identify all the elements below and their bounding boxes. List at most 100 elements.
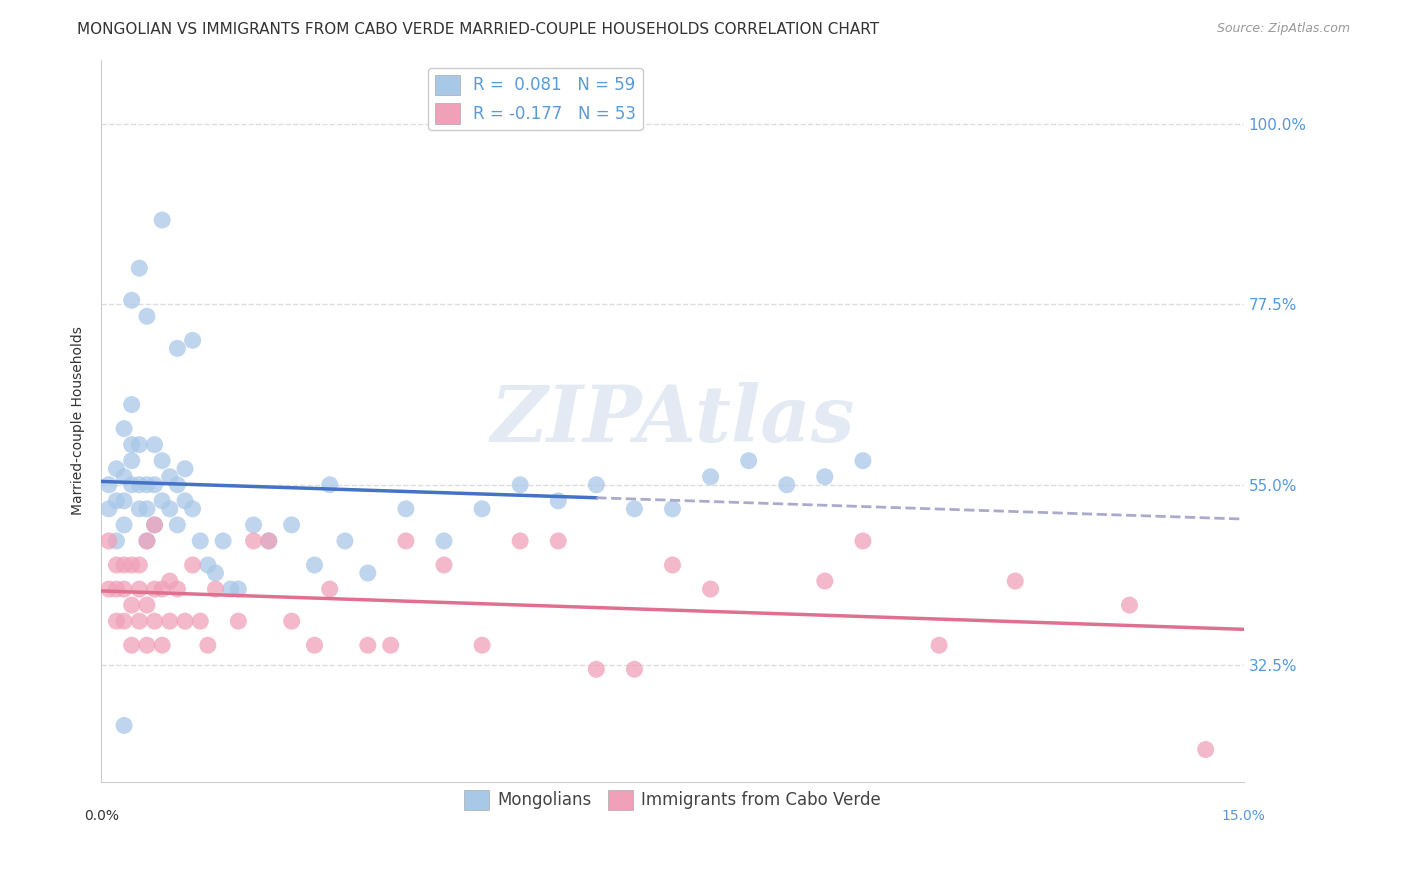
- Point: [585, 477, 607, 491]
- Point: [1004, 574, 1026, 588]
- Point: [128, 582, 150, 596]
- Point: [257, 533, 280, 548]
- Point: [135, 477, 157, 491]
- Point: [433, 533, 456, 548]
- Point: [433, 558, 456, 572]
- Point: [188, 614, 211, 628]
- Point: [150, 213, 173, 227]
- Point: [188, 533, 211, 548]
- Point: [204, 582, 226, 596]
- Point: [471, 638, 494, 652]
- Point: [181, 334, 204, 348]
- Point: [661, 501, 683, 516]
- Point: [121, 437, 143, 451]
- Point: [547, 493, 569, 508]
- Point: [112, 469, 135, 483]
- Point: [737, 453, 759, 467]
- Point: [509, 477, 531, 491]
- Point: [174, 493, 197, 508]
- Text: ZIPAtlas: ZIPAtlas: [491, 383, 855, 458]
- Point: [105, 533, 128, 548]
- Point: [128, 437, 150, 451]
- Point: [1118, 598, 1140, 612]
- Point: [380, 638, 402, 652]
- Point: [143, 614, 166, 628]
- Point: [623, 662, 645, 676]
- Point: [159, 614, 181, 628]
- Point: [174, 614, 197, 628]
- Point: [128, 501, 150, 516]
- Legend: Mongolians, Immigrants from Cabo Verde: Mongolians, Immigrants from Cabo Verde: [457, 783, 887, 816]
- Point: [395, 533, 418, 548]
- Point: [242, 533, 264, 548]
- Point: [623, 501, 645, 516]
- Point: [150, 453, 173, 467]
- Point: [112, 582, 135, 596]
- Point: [97, 501, 120, 516]
- Point: [319, 477, 342, 491]
- Point: [143, 582, 166, 596]
- Text: 15.0%: 15.0%: [1222, 809, 1265, 823]
- Point: [159, 469, 181, 483]
- Point: [121, 453, 143, 467]
- Point: [112, 718, 135, 732]
- Point: [97, 477, 120, 491]
- Point: [1195, 742, 1218, 756]
- Point: [128, 614, 150, 628]
- Point: [105, 582, 128, 596]
- Point: [105, 614, 128, 628]
- Point: [143, 517, 166, 532]
- Point: [357, 638, 380, 652]
- Point: [135, 310, 157, 324]
- Point: [166, 517, 188, 532]
- Point: [150, 638, 173, 652]
- Point: [228, 614, 250, 628]
- Point: [135, 501, 157, 516]
- Point: [509, 533, 531, 548]
- Point: [135, 638, 157, 652]
- Point: [852, 453, 875, 467]
- Point: [174, 461, 197, 475]
- Point: [135, 598, 157, 612]
- Point: [928, 638, 950, 652]
- Point: [150, 582, 173, 596]
- Point: [357, 566, 380, 580]
- Point: [150, 493, 173, 508]
- Point: [97, 533, 120, 548]
- Point: [197, 638, 219, 652]
- Point: [105, 493, 128, 508]
- Point: [852, 533, 875, 548]
- Point: [128, 477, 150, 491]
- Point: [143, 517, 166, 532]
- Point: [121, 477, 143, 491]
- Point: [105, 558, 128, 572]
- Point: [395, 501, 418, 516]
- Text: Source: ZipAtlas.com: Source: ZipAtlas.com: [1216, 22, 1350, 36]
- Point: [776, 477, 799, 491]
- Point: [814, 574, 837, 588]
- Point: [166, 582, 188, 596]
- Point: [257, 533, 280, 548]
- Point: [121, 398, 143, 412]
- Point: [121, 558, 143, 572]
- Point: [121, 598, 143, 612]
- Point: [699, 582, 721, 596]
- Point: [228, 582, 250, 596]
- Point: [143, 477, 166, 491]
- Point: [585, 662, 607, 676]
- Point: [166, 477, 188, 491]
- Point: [219, 582, 242, 596]
- Point: [112, 614, 135, 628]
- Point: [197, 558, 219, 572]
- Point: [280, 517, 302, 532]
- Point: [547, 533, 569, 548]
- Point: [661, 558, 683, 572]
- Point: [112, 422, 135, 436]
- Point: [128, 558, 150, 572]
- Point: [181, 558, 204, 572]
- Point: [814, 469, 837, 483]
- Point: [319, 582, 342, 596]
- Point: [204, 566, 226, 580]
- Text: MONGOLIAN VS IMMIGRANTS FROM CABO VERDE MARRIED-COUPLE HOUSEHOLDS CORRELATION CH: MONGOLIAN VS IMMIGRANTS FROM CABO VERDE …: [77, 22, 880, 37]
- Point: [135, 533, 157, 548]
